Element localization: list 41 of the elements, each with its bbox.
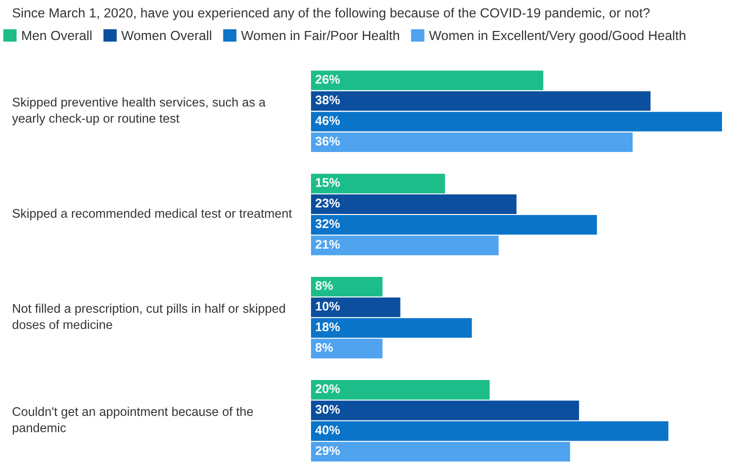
data-label: 26% <box>316 74 340 84</box>
data-label: 18% <box>316 322 340 332</box>
bar <box>311 318 472 338</box>
data-label: 8% <box>316 281 333 290</box>
y-tick-label: Couldn't get an appointment because of the pandemic <box>12 406 253 435</box>
data-label: 29% <box>316 446 340 456</box>
y-tick-label: Not filled a prescription, cut pills in half or skipped doses of medicine <box>12 304 285 330</box>
legend-label: Men Overall <box>22 30 92 40</box>
bar <box>311 442 570 462</box>
data-label: 36% <box>315 136 340 146</box>
data-label: 32% <box>315 219 340 228</box>
data-label: 15% <box>316 178 340 187</box>
legend-label: Women in Fair/Poor Health <box>241 30 400 40</box>
bar <box>311 174 446 194</box>
data-label: 21% <box>316 240 340 249</box>
data-label: 46% <box>315 116 340 125</box>
bar <box>311 194 516 214</box>
data-label: 20% <box>316 384 340 394</box>
bar <box>311 380 490 400</box>
y-tick-label: Skipped a recommended medical test or treatment <box>12 208 292 220</box>
bar <box>311 70 544 90</box>
bar <box>311 421 668 441</box>
bar <box>311 91 651 111</box>
data-label: 8% <box>316 343 333 352</box>
bar <box>311 338 382 358</box>
y-tick-label: Skipped preventive health services, such as a yearly check-up or routine test <box>12 97 266 126</box>
data-label: 30% <box>315 404 340 414</box>
data-label: 38% <box>315 96 340 104</box>
bar <box>311 132 633 152</box>
bar <box>311 214 597 235</box>
data-label: 23% <box>316 198 340 208</box>
bar <box>311 236 499 256</box>
legend-label: Women in Excellent/Very good/Good Health <box>428 30 686 43</box>
legend-label: Women Overall <box>121 30 212 40</box>
bar <box>311 297 400 318</box>
chart-title: Since March 1, 2020, have you experienced any of the following because of the COVID-19 pandemic, or not? <box>12 8 650 20</box>
data-label: 10% <box>316 302 340 311</box>
data-label: 40% <box>315 426 340 434</box>
bar <box>311 112 722 132</box>
bar <box>311 276 382 296</box>
bar <box>311 400 580 420</box>
